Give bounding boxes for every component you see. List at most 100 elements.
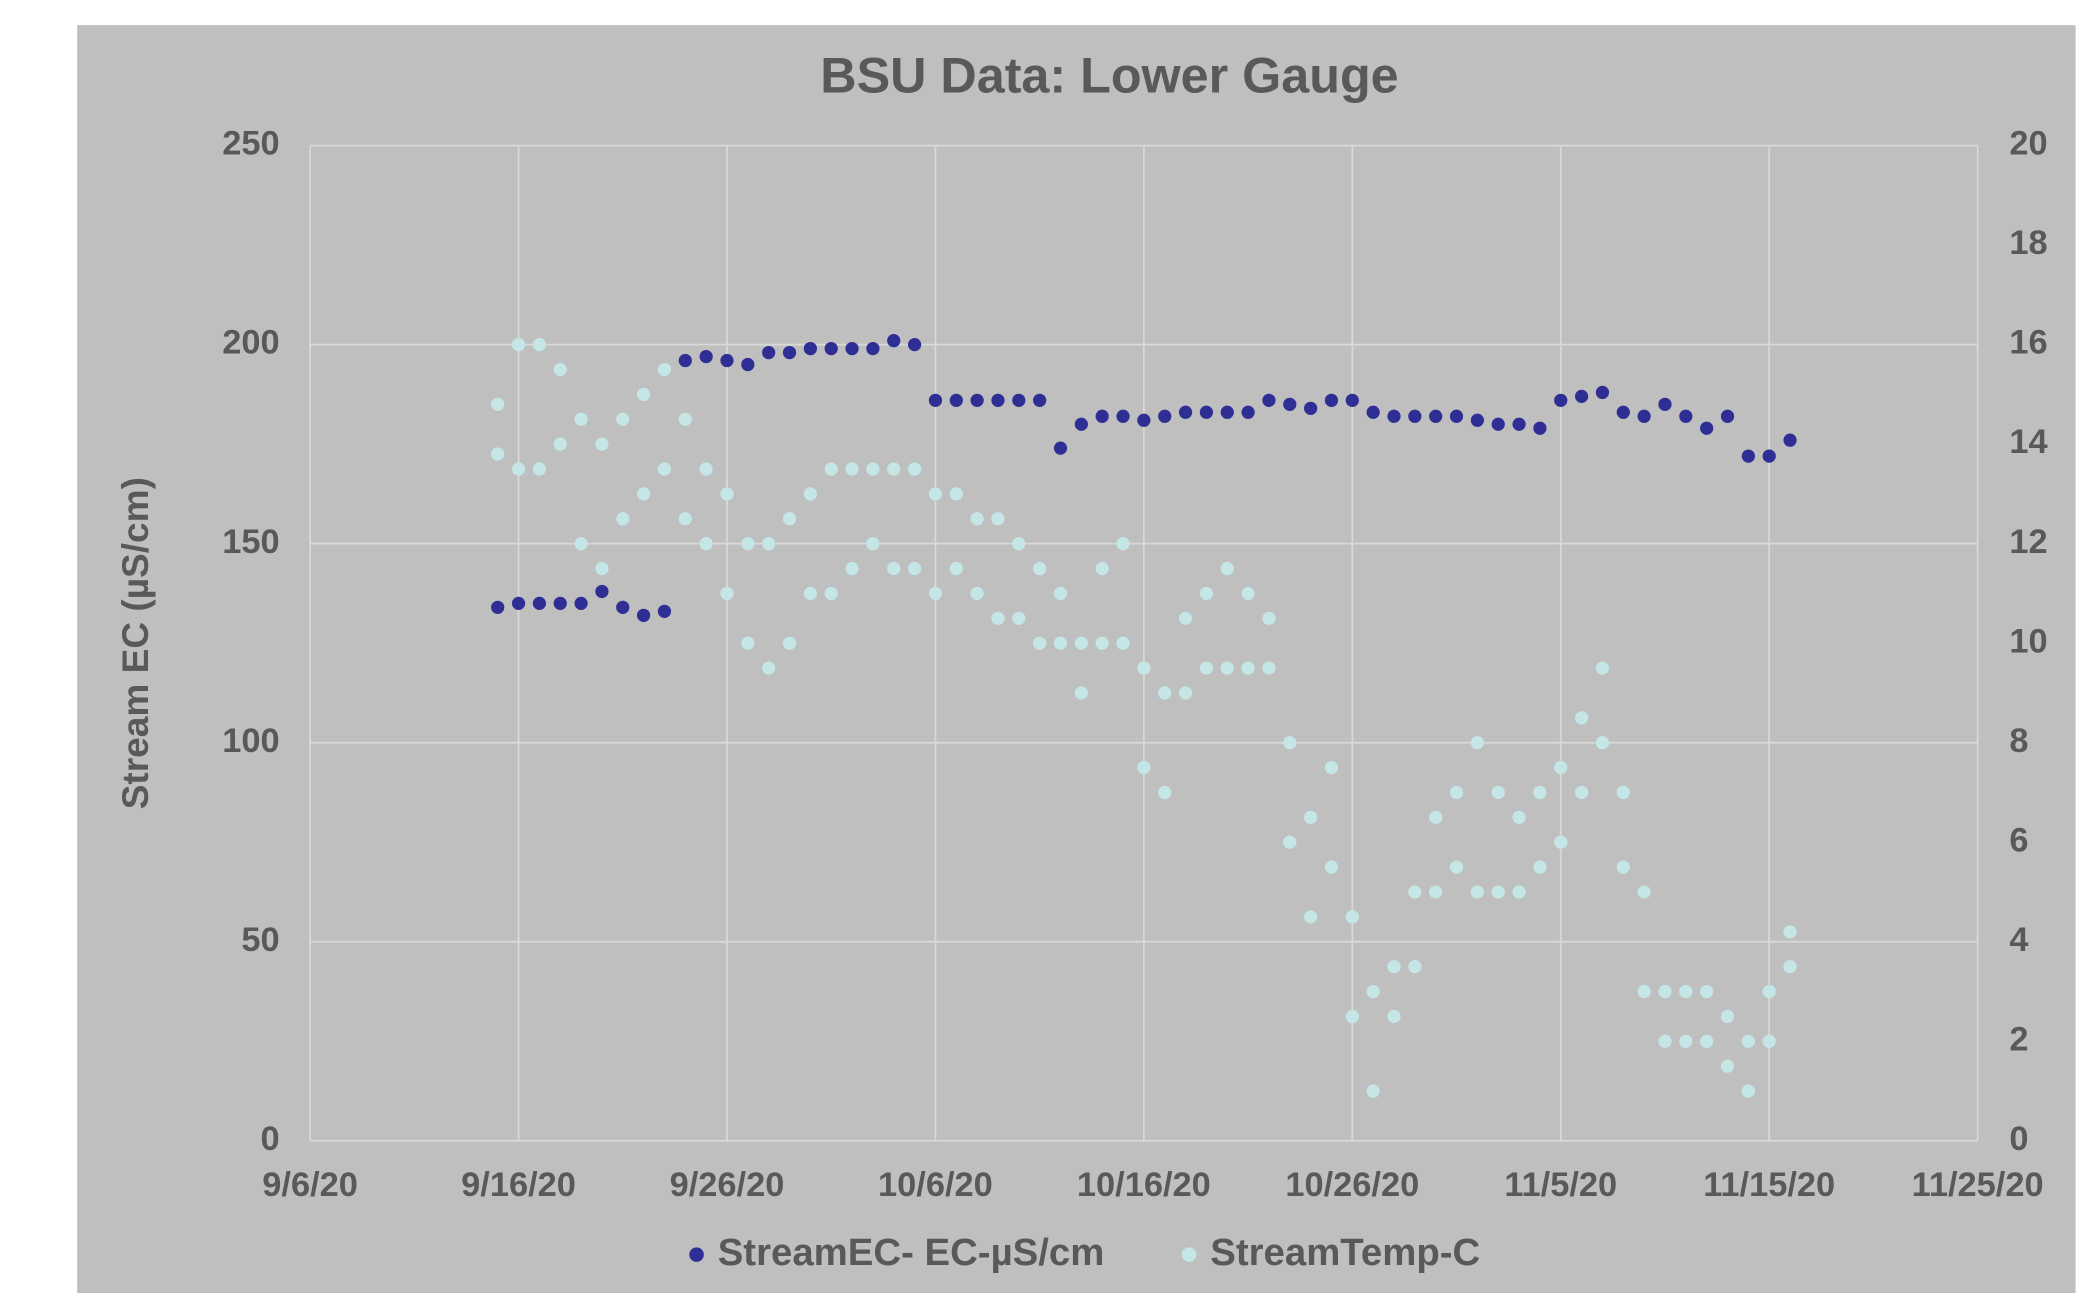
data-point <box>657 604 672 618</box>
data-point <box>1595 661 1610 675</box>
data-point <box>1199 586 1214 601</box>
data-point <box>1012 393 1026 407</box>
data-point <box>1574 785 1589 800</box>
data-point <box>1324 860 1339 874</box>
data-point <box>762 345 776 360</box>
data-point <box>532 462 547 476</box>
data-point <box>678 412 692 426</box>
data-point <box>511 338 526 352</box>
data-point <box>1554 760 1568 775</box>
data-point <box>782 512 797 526</box>
data-point <box>782 345 797 360</box>
data-point <box>1700 1034 1714 1048</box>
data-point <box>1533 860 1547 874</box>
data-point <box>928 586 943 601</box>
x-tick-label: 10/16/20 <box>1077 1166 1211 1204</box>
data-point <box>1116 409 1130 423</box>
y-tick-label: 100 <box>222 722 279 760</box>
data-point <box>574 537 588 551</box>
data-point <box>1637 984 1651 999</box>
data-point <box>553 362 567 377</box>
x-tick-label: 10/26/20 <box>1285 1166 1419 1204</box>
data-point <box>1491 785 1505 800</box>
data-point <box>803 341 817 356</box>
data-point <box>532 596 547 610</box>
data-point <box>1533 421 1547 435</box>
data-point <box>1387 1009 1401 1024</box>
x-tick-label: 11/15/20 <box>1703 1166 1835 1204</box>
data-point <box>595 584 609 599</box>
data-point <box>782 636 797 650</box>
data-point <box>907 462 922 476</box>
data-point <box>1345 1009 1359 1024</box>
data-point <box>1033 636 1047 650</box>
data-point <box>1095 409 1109 423</box>
data-point <box>741 636 755 650</box>
data-point <box>1137 413 1151 427</box>
data-point <box>970 586 984 601</box>
data-point <box>1012 611 1026 625</box>
data-point <box>616 512 630 526</box>
data-point <box>1178 405 1193 419</box>
data-point <box>1408 960 1422 974</box>
data-point <box>1720 409 1735 423</box>
data-point <box>1700 984 1714 999</box>
data-point <box>928 393 943 407</box>
data-point <box>1137 661 1151 675</box>
data-point <box>532 338 547 352</box>
data-point <box>1491 417 1505 431</box>
data-point <box>1262 661 1276 675</box>
data-point <box>1470 413 1484 427</box>
legend-label: StreamTemp-C <box>1210 1231 1480 1274</box>
data-point <box>949 487 963 501</box>
data-point <box>1324 760 1339 775</box>
data-point <box>991 393 1005 407</box>
data-point <box>1158 409 1172 423</box>
data-point <box>1408 409 1422 423</box>
data-point <box>1679 1034 1693 1048</box>
data-point <box>991 611 1005 625</box>
data-point <box>1429 810 1443 824</box>
data-point <box>636 608 651 622</box>
y2-tick-label: 2 <box>2009 1020 2028 1058</box>
data-point <box>1095 561 1109 576</box>
data-point <box>1345 910 1359 924</box>
data-point <box>1658 397 1672 411</box>
data-point <box>1512 810 1526 824</box>
data-point <box>1053 586 1068 601</box>
data-point <box>657 362 672 377</box>
data-point <box>1429 885 1443 899</box>
data-point <box>574 412 588 426</box>
data-point <box>1741 449 1755 463</box>
data-point <box>1616 785 1630 800</box>
data-point <box>1158 785 1172 800</box>
data-point <box>1074 417 1088 431</box>
data-point <box>699 537 713 551</box>
data-point <box>1783 960 1797 974</box>
data-point <box>1178 686 1193 700</box>
data-point <box>1741 1084 1755 1098</box>
data-point <box>1762 984 1776 999</box>
data-point <box>803 487 817 501</box>
data-point <box>678 353 692 368</box>
data-point <box>1366 984 1380 999</box>
data-point <box>1199 405 1214 419</box>
x-tick-label: 9/26/20 <box>670 1166 785 1204</box>
data-point <box>1512 885 1526 899</box>
data-point <box>1762 1034 1776 1048</box>
data-point <box>1033 561 1047 576</box>
y2-tick-label: 6 <box>2009 821 2028 859</box>
data-point <box>1074 636 1088 650</box>
data-point <box>741 537 755 551</box>
data-point <box>1220 405 1234 419</box>
data-point <box>928 487 943 501</box>
data-point <box>1220 561 1234 576</box>
data-point <box>574 596 588 610</box>
y-tick-label: 200 <box>222 324 279 362</box>
data-point <box>1554 835 1568 849</box>
data-point <box>616 600 630 614</box>
data-point <box>1283 835 1297 849</box>
data-point <box>1304 401 1318 415</box>
data-point <box>1637 885 1651 899</box>
chart-area <box>77 25 2076 1293</box>
